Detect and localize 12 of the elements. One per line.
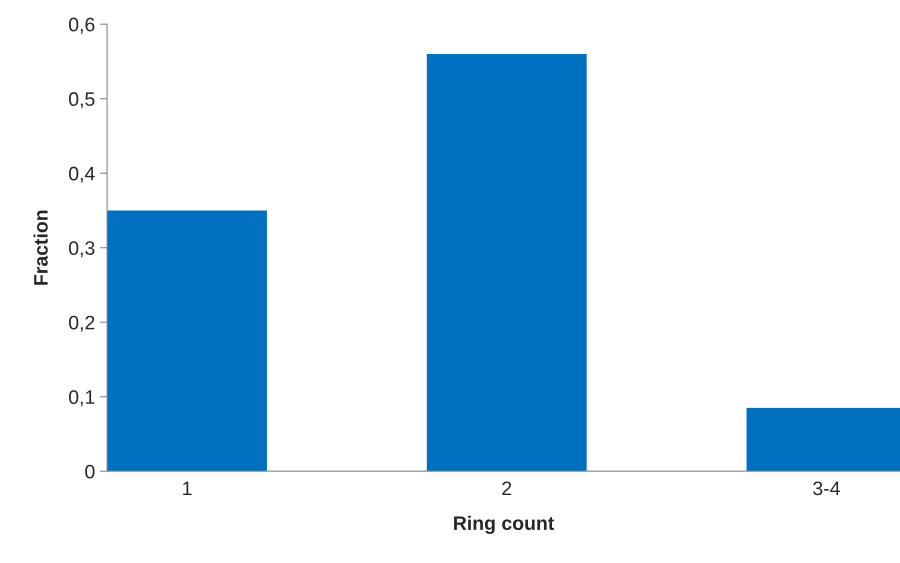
y-axis-title: Fraction <box>33 210 48 285</box>
y-tick-label: 0,6 <box>69 18 94 34</box>
y-tick-label: 0,2 <box>69 316 94 332</box>
y-tick-label: 0,4 <box>69 166 95 183</box>
x-axis-title: Ring count <box>454 516 554 534</box>
y-tick-label: 0,3 <box>69 241 94 258</box>
x-tick-label: 2 <box>502 481 512 496</box>
y-tick-label: 0,5 <box>69 92 94 108</box>
x-tick-label: 3-4 <box>813 481 840 496</box>
x-tick-label: 1 <box>183 482 192 496</box>
y-tick-label: 0,1 <box>69 390 94 406</box>
y-tick-label: 0 <box>85 464 95 478</box>
